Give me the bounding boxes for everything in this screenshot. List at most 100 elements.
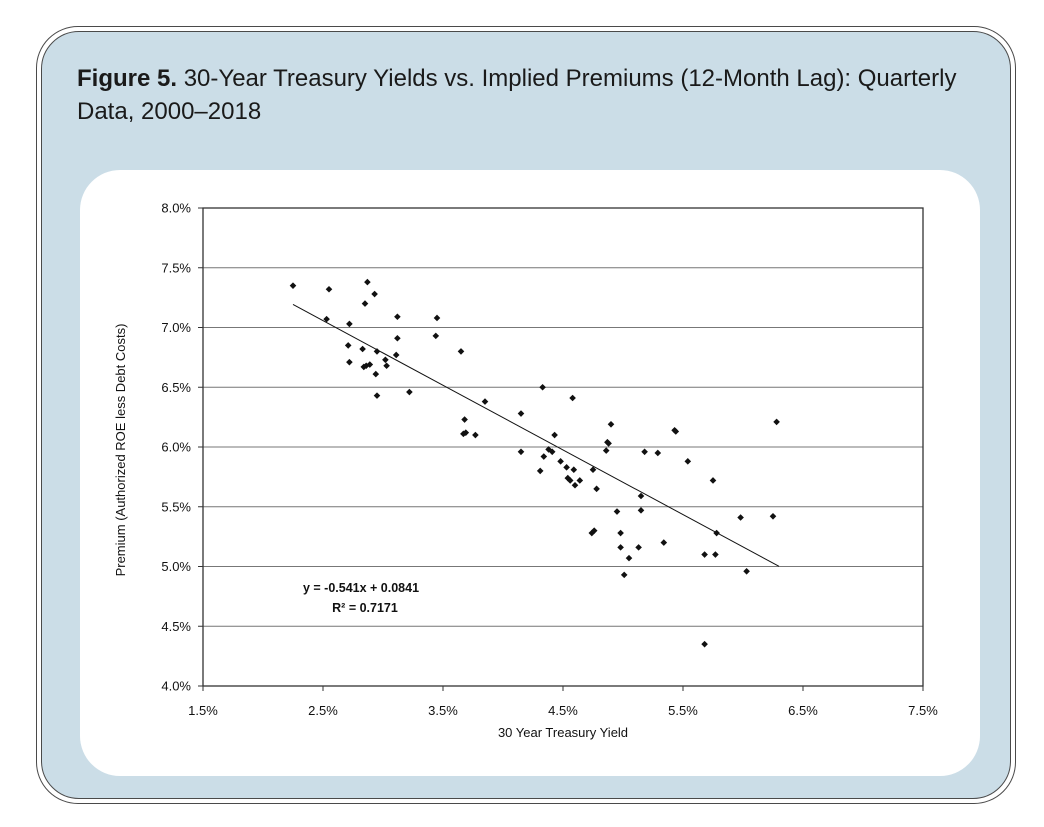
x-tick-label: 2.5% xyxy=(308,703,338,718)
data-point xyxy=(701,640,708,648)
data-point xyxy=(346,358,353,366)
data-point xyxy=(637,507,645,514)
gridlines xyxy=(203,267,923,627)
x-tick-label: 6.5% xyxy=(788,703,818,718)
trendline xyxy=(292,304,780,567)
data-point xyxy=(620,571,628,579)
data-point xyxy=(557,458,564,465)
data-point xyxy=(709,477,717,484)
x-tick-label: 1.5% xyxy=(188,703,218,718)
data-point xyxy=(366,361,374,368)
data-point xyxy=(536,467,544,475)
figure-label: Figure 5. xyxy=(77,65,178,92)
data-point xyxy=(360,363,368,371)
data-point xyxy=(461,416,468,423)
data-point xyxy=(569,394,576,402)
data-point xyxy=(701,551,708,558)
data-point xyxy=(672,428,680,435)
y-tick-label: 8.0% xyxy=(161,201,191,216)
y-axis-title: Premium (Authorized ROE less Debt Costs) xyxy=(113,324,128,577)
y-tick-label: 4.0% xyxy=(161,679,191,694)
data-point xyxy=(605,440,612,447)
data-point xyxy=(364,278,371,286)
data-point xyxy=(325,285,333,293)
chart-card: 4.0% 4.5% 5.0% 5.5% 6.0% 6.5% 7.0% 7.5% 8.0% 1.5… xyxy=(80,170,980,776)
data-point xyxy=(737,514,744,521)
y-tick-label: 4.5% xyxy=(161,619,191,634)
data-point xyxy=(382,356,389,364)
data-point xyxy=(344,342,352,349)
data-point xyxy=(432,332,440,340)
data-point xyxy=(372,370,380,378)
data-point xyxy=(289,282,297,289)
y-tick-label: 6.5% xyxy=(161,380,191,395)
data-point xyxy=(617,544,624,551)
figure-title-text: 30-Year Treasury Yields vs. Implied Prem… xyxy=(77,65,957,125)
data-point xyxy=(713,529,720,537)
data-point xyxy=(517,448,525,456)
data-point xyxy=(617,529,624,537)
y-tick-label: 7.5% xyxy=(161,260,191,275)
x-axis-title: 30 Year Treasury Yield xyxy=(498,725,628,740)
data-points xyxy=(289,278,780,648)
data-point xyxy=(539,383,546,391)
x-tick-label: 7.5% xyxy=(908,703,938,718)
x-tick-label: 5.5% xyxy=(668,703,698,718)
data-point xyxy=(540,453,548,460)
data-point xyxy=(654,449,662,457)
data-point xyxy=(571,481,579,489)
data-point xyxy=(472,431,479,439)
x-tick-label: 4.5% xyxy=(548,703,578,718)
data-point xyxy=(563,464,570,471)
data-point xyxy=(593,485,600,493)
data-point xyxy=(462,429,470,436)
data-point xyxy=(551,431,558,439)
data-point xyxy=(373,348,381,355)
r-squared-label: R² = 0.7171 xyxy=(332,601,398,615)
data-point xyxy=(602,447,610,454)
figure-title: Figure 5. 30-Year Treasury Yields vs. Im… xyxy=(77,62,977,128)
data-point xyxy=(637,492,645,500)
data-point xyxy=(613,508,621,515)
data-point xyxy=(625,554,633,562)
data-point xyxy=(743,567,750,575)
data-point xyxy=(576,477,584,484)
data-point xyxy=(769,513,777,520)
data-point xyxy=(481,398,489,405)
y-tick-label: 5.0% xyxy=(161,559,191,574)
data-point xyxy=(371,290,378,298)
data-point xyxy=(346,320,353,328)
data-point xyxy=(457,348,465,355)
data-point xyxy=(392,351,400,359)
data-point xyxy=(607,420,615,428)
data-point xyxy=(660,539,668,546)
data-point xyxy=(362,362,370,370)
data-point xyxy=(684,458,692,465)
trendline-equation: y = -0.541x + 0.0841 xyxy=(303,581,419,595)
data-point xyxy=(548,448,556,456)
data-point xyxy=(361,300,369,307)
data-point xyxy=(641,448,648,456)
data-point xyxy=(359,345,366,353)
data-point xyxy=(460,430,467,438)
data-point xyxy=(323,315,330,323)
data-point xyxy=(394,334,401,342)
data-point xyxy=(517,410,525,417)
y-tick-label: 5.5% xyxy=(161,499,191,514)
data-point xyxy=(712,551,719,558)
y-axis-ticks: 4.0% 4.5% 5.0% 5.5% 6.0% 6.5% 7.0% 7.5% 8.0% xyxy=(161,201,203,694)
outer-frame-border xyxy=(36,26,1016,804)
data-point xyxy=(394,313,401,321)
data-point xyxy=(635,544,642,551)
data-point xyxy=(566,477,574,484)
x-tick-label: 3.5% xyxy=(428,703,458,718)
data-point xyxy=(590,527,598,534)
data-point xyxy=(406,388,413,396)
data-point xyxy=(433,314,441,322)
scatter-chart: 4.0% 4.5% 5.0% 5.5% 6.0% 6.5% 7.0% 7.5% 8.0% 1.5… xyxy=(113,201,938,741)
data-point xyxy=(383,362,390,370)
x-axis-ticks: 1.5% 2.5% 3.5% 4.5% 5.5% 6.5% 7.5% xyxy=(188,686,938,718)
data-point xyxy=(570,466,578,474)
data-point xyxy=(773,418,780,426)
y-tick-label: 7.0% xyxy=(161,320,191,335)
